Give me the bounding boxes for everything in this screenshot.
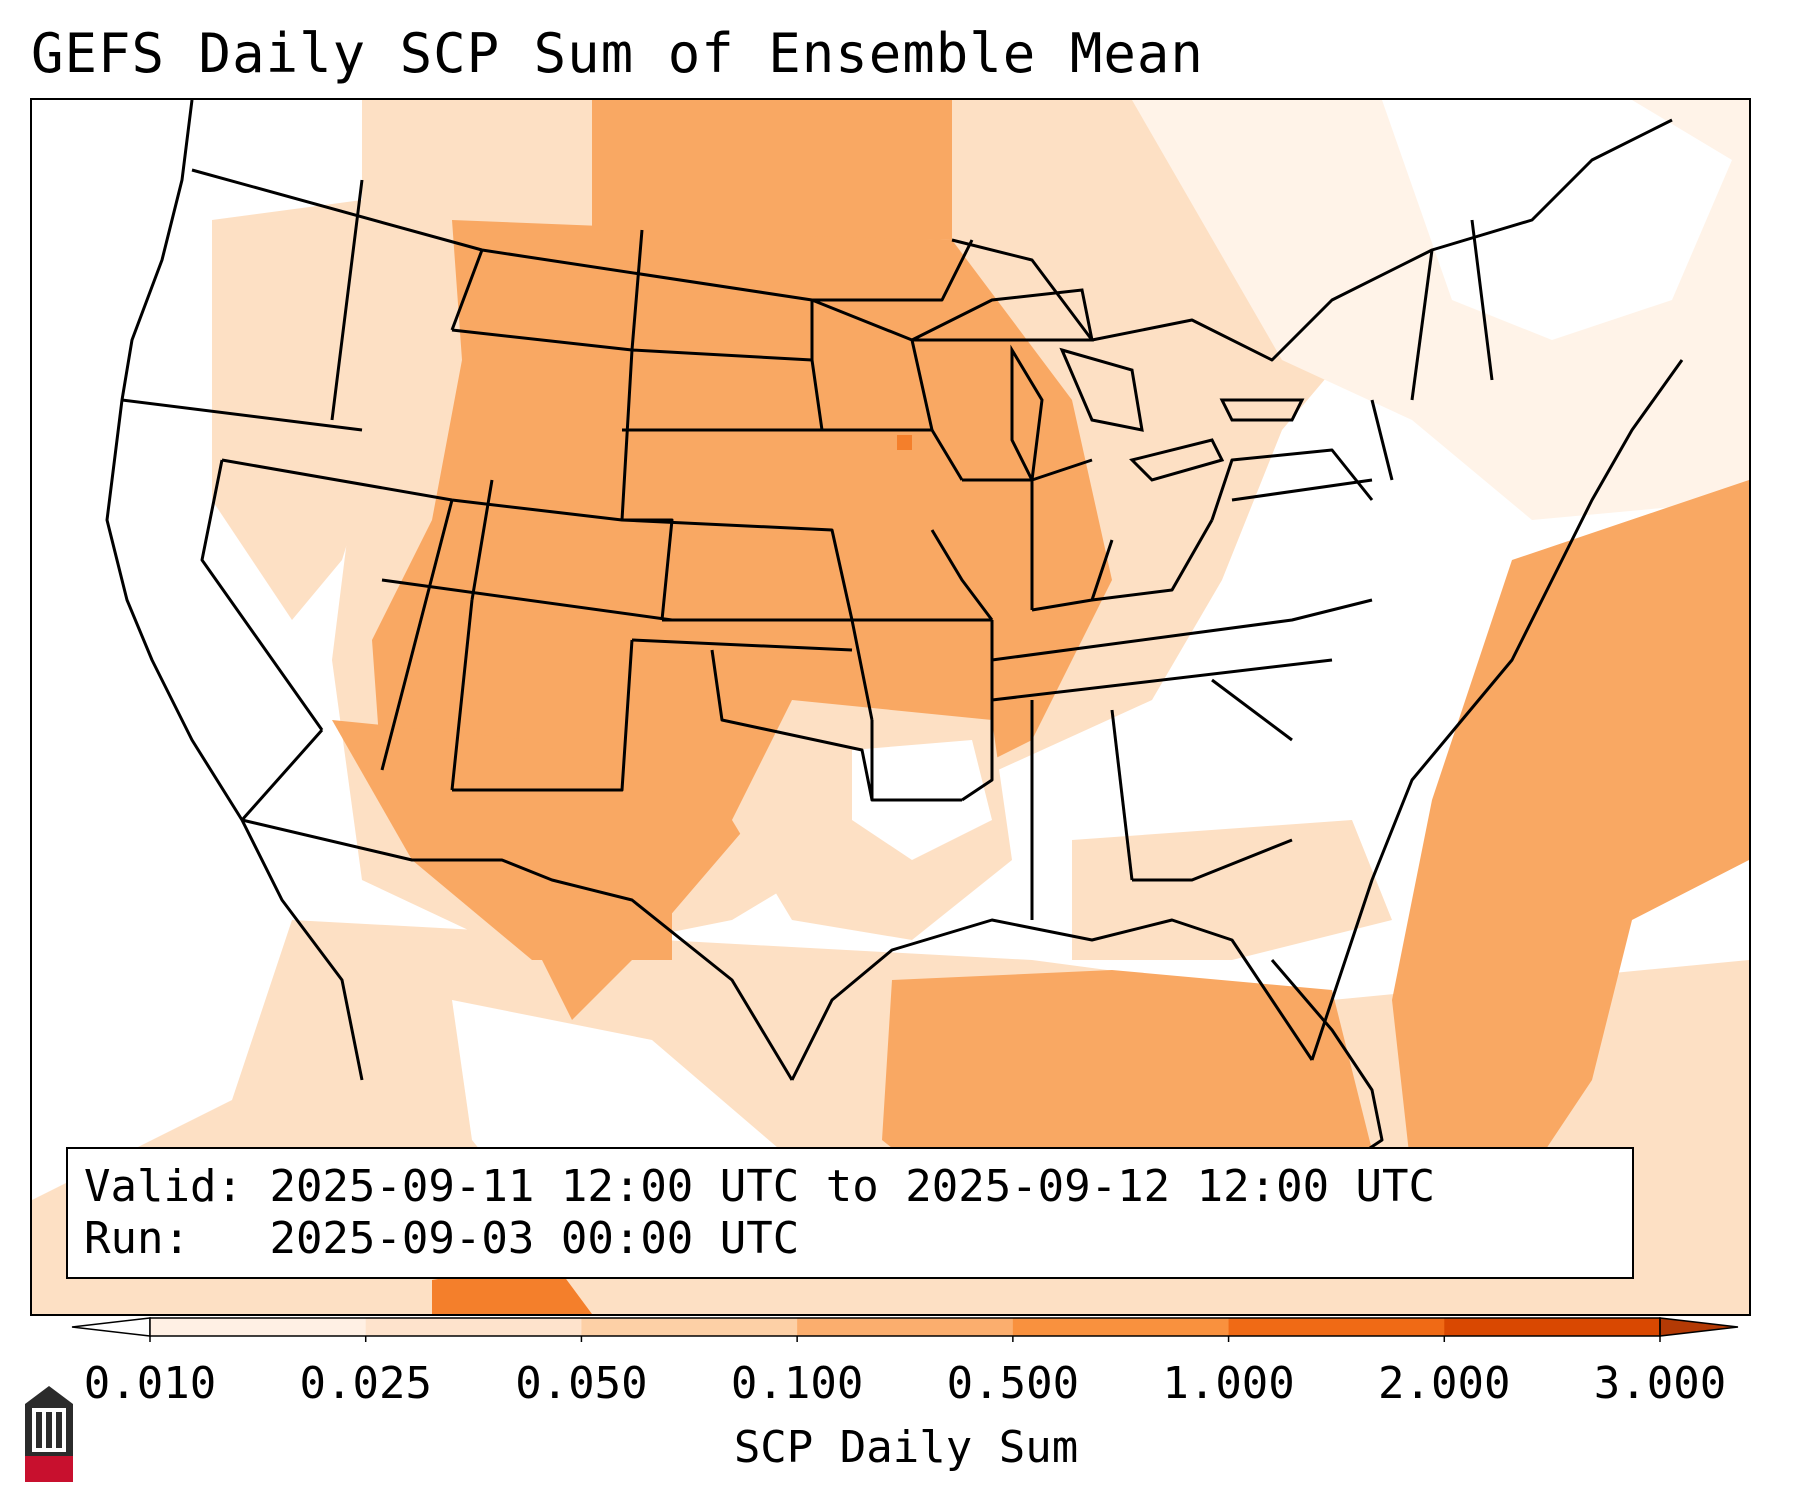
lake-erie [1129, 438, 1225, 482]
colorbar-svg [71, 1317, 1739, 1342]
shade-white-pacific [32, 100, 182, 1100]
valid-line: Valid: 2025-09-11 12:00 UTC to 2025-09-1… [84, 1161, 1435, 1212]
lake-superior [911, 288, 1094, 342]
lake-michigan [1010, 344, 1044, 486]
great-lakes-border [951, 118, 1673, 362]
colorbar-segment [797, 1318, 1014, 1336]
colorbar-segment [581, 1318, 798, 1336]
colorbar-over-arrow [1659, 1317, 1739, 1337]
colorbar-segment [1444, 1318, 1661, 1336]
west-coast [105, 100, 364, 1081]
map-title: GEFS Daily SCP Sum of Ensemble Mean [31, 22, 1204, 85]
state-boundaries [105, 100, 1684, 1162]
colorbar-tick-label: 3.000 [1593, 1358, 1727, 1409]
colorbar-segment [1228, 1318, 1445, 1336]
lake-huron [1059, 347, 1144, 432]
great-lakes [911, 288, 1305, 486]
colorbar-tick-label: 0.100 [730, 1358, 864, 1409]
run-line: Run: 2025-09-03 00:00 UTC [84, 1213, 799, 1264]
shade-medium-northern-plains [592, 100, 952, 240]
lake-ontario [1219, 398, 1305, 422]
colorbar-tick-label: 0.500 [946, 1358, 1080, 1409]
shade-medium-southwest [332, 720, 672, 960]
shade-deep-spot-2 [897, 435, 912, 450]
colorbar-tick-label: 0.025 [299, 1358, 432, 1409]
east-coast [1310, 359, 1684, 1061]
run-value: 2025-09-03 00:00 UTC [269, 1213, 800, 1264]
colorbar-tick-label: 0.010 [83, 1358, 217, 1409]
valid-label: Valid: [84, 1161, 243, 1212]
info-box: Valid: 2025-09-11 12:00 UTC to 2025-09-1… [66, 1147, 1634, 1279]
colorbar-under-arrow [71, 1317, 151, 1337]
mexico-border [241, 818, 794, 1081]
colorbar-segment [365, 1318, 582, 1336]
gulf-coast [790, 918, 1314, 1081]
colorbar-segment [1012, 1318, 1230, 1336]
colorbar-segment [150, 1318, 367, 1336]
colorbar-label: SCP Daily Sum [733, 1422, 1079, 1473]
colorbar-tick-label: 1.000 [1162, 1358, 1295, 1409]
university-tower-icon [25, 1386, 73, 1482]
shade-medium-atlantic [1392, 480, 1749, 1200]
valid-value: 2025-09-11 12:00 UTC to 2025-09-12 12:00… [269, 1161, 1436, 1212]
colorbar-frame [149, 1317, 1661, 1337]
colorbar-tick-label: 0.050 [515, 1358, 648, 1409]
map-panel [30, 98, 1751, 1316]
colorbar-tick-label: 2.000 [1378, 1358, 1511, 1409]
run-label: Run: [84, 1213, 190, 1264]
florida [1270, 959, 1384, 1162]
scp-shading [32, 100, 1749, 1314]
scp-map [32, 100, 1749, 1314]
niu-logo [20, 1384, 78, 1482]
shade-white-canada-east [1382, 100, 1732, 340]
colorbar [70, 1312, 1740, 1346]
